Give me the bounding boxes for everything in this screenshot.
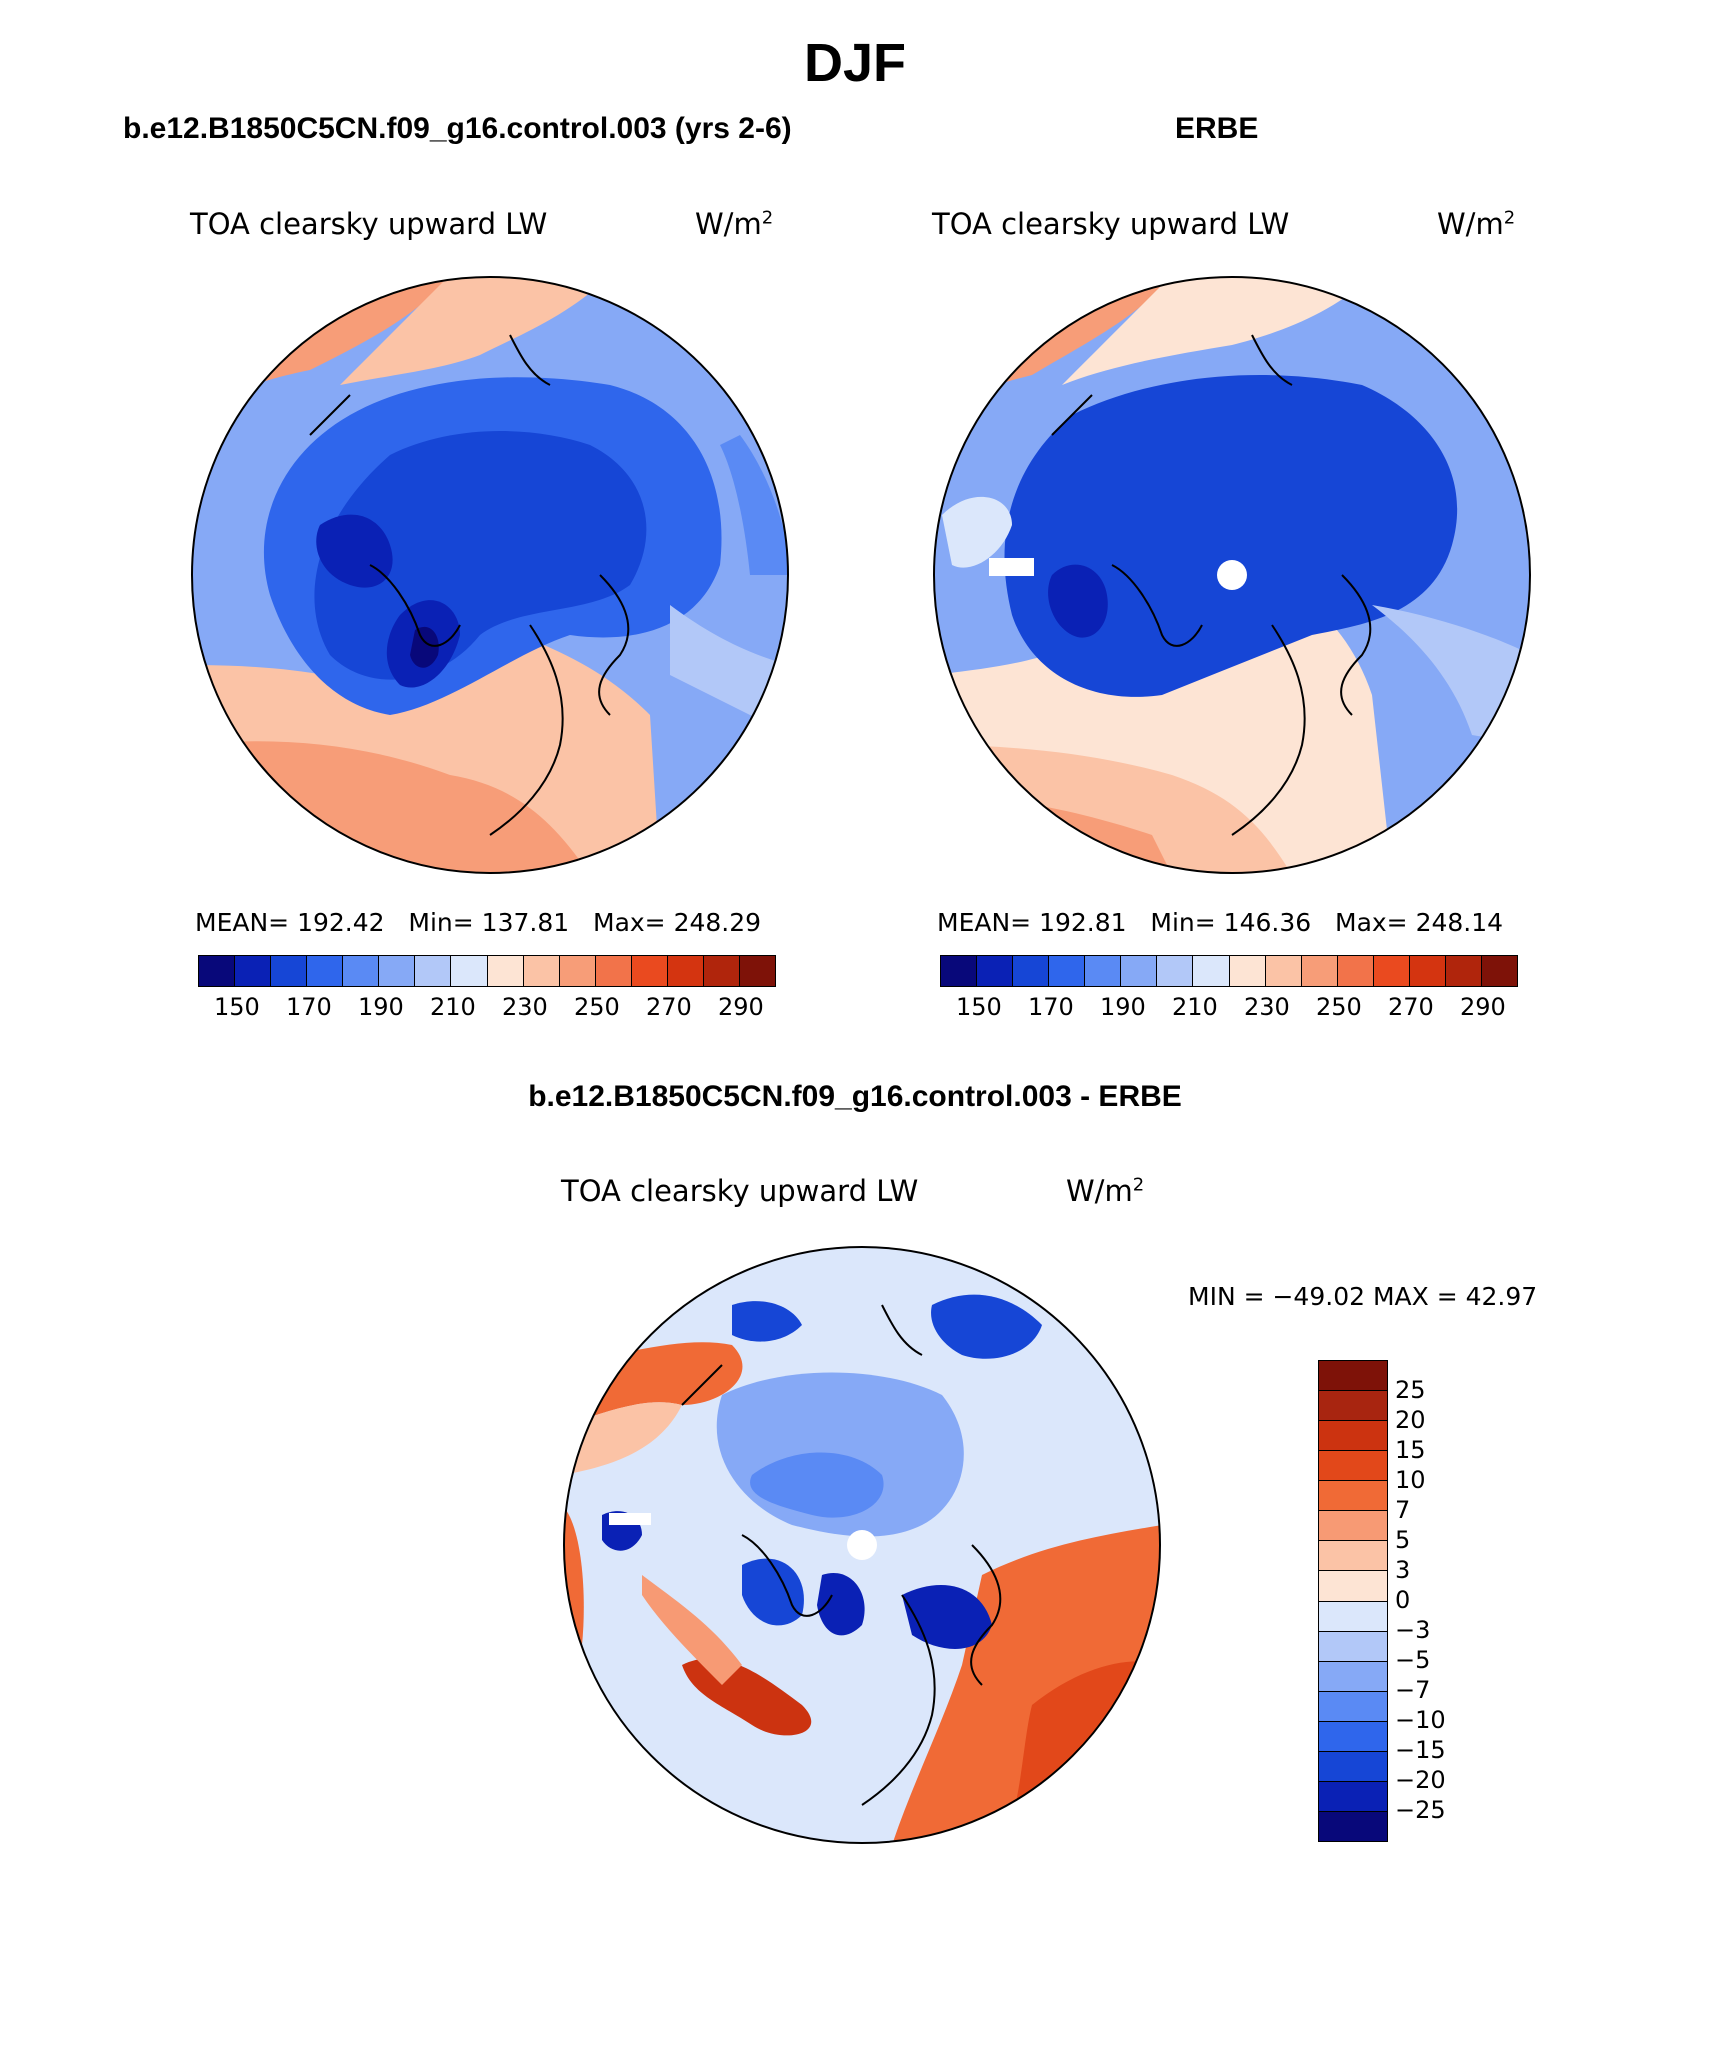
colorbar-swatch (1319, 1631, 1387, 1662)
colorbar-swatch (1265, 956, 1302, 986)
diff-units: W/m2 (1066, 1174, 1145, 1208)
diff-title: b.e12.B1850C5CN.f09_g16.control.003 - ER… (528, 1080, 1182, 1113)
colorbar-tick-label: 25 (1395, 1376, 1426, 1404)
colorbar-swatch (199, 956, 236, 986)
colorbar-swatch (307, 956, 344, 986)
colorbar-swatch (523, 956, 560, 986)
colorbar-swatch (1319, 1811, 1387, 1841)
panel-1-colorbar (198, 955, 776, 987)
colorbar-swatch (1229, 956, 1266, 986)
colorbar-swatch (1319, 1601, 1387, 1632)
colorbar-swatch (1337, 956, 1374, 986)
colorbar-swatch (1157, 956, 1194, 986)
panel-1-polar-map (191, 276, 789, 874)
colorbar-tick-label: 15 (1395, 1436, 1426, 1464)
colorbar-swatch (1319, 1421, 1387, 1452)
colorbar-swatch (1319, 1511, 1387, 1542)
colorbar-tick-label: −15 (1395, 1736, 1446, 1764)
colorbar-tick-label: 150 (214, 993, 260, 1021)
colorbar-swatch (379, 956, 416, 986)
colorbar-tick-label: 290 (718, 993, 764, 1021)
colorbar-tick-label: 0 (1395, 1586, 1411, 1614)
colorbar-tick-label: −7 (1395, 1676, 1431, 1704)
colorbar-swatch (1085, 956, 1122, 986)
colorbar-swatch (703, 956, 740, 986)
colorbar-tick-label: 5 (1395, 1526, 1411, 1554)
colorbar-swatch (1319, 1451, 1387, 1482)
colorbar-tick-label: 270 (646, 993, 692, 1021)
colorbar-swatch (235, 956, 272, 986)
colorbar-tick-label: −20 (1395, 1766, 1446, 1794)
colorbar-tick-label: 230 (1244, 993, 1290, 1021)
colorbar-tick-label: 210 (1172, 993, 1218, 1021)
colorbar-swatch (1319, 1391, 1387, 1422)
diff-colorbar-labels: 25 20 15 10 7 5 3 0 −3 −5 −7 −10 −15 −20 −25 (1395, 1360, 1515, 1840)
colorbar-swatch (1319, 1661, 1387, 1692)
colorbar-swatch (559, 956, 596, 986)
colorbar-swatch (271, 956, 308, 986)
colorbar-swatch (1013, 956, 1050, 986)
colorbar-tick-label: 3 (1395, 1556, 1411, 1584)
panel-1-units: W/m2 (695, 207, 774, 241)
colorbar-tick-label: 170 (286, 993, 332, 1021)
colorbar-tick-label: 250 (574, 993, 620, 1021)
colorbar-tick-label: 290 (1460, 993, 1506, 1021)
colorbar-tick-label: 170 (1028, 993, 1074, 1021)
diff-polar-map (563, 1246, 1161, 1844)
colorbar-swatch (451, 956, 488, 986)
colorbar-swatch (1319, 1721, 1387, 1752)
colorbar-tick-label: 150 (956, 993, 1002, 1021)
colorbar-tick-label: −25 (1395, 1796, 1446, 1824)
colorbar-swatch (1319, 1751, 1387, 1782)
colorbar-swatch (1409, 956, 1446, 986)
colorbar-swatch (631, 956, 668, 986)
colorbar-swatch (1319, 1481, 1387, 1512)
diff-variable: TOA clearsky upward LW (561, 1174, 919, 1208)
colorbar-tick-label: 190 (358, 993, 404, 1021)
colorbar-swatch (1445, 956, 1482, 986)
colorbar-swatch (487, 956, 524, 986)
panel-1-variable: TOA clearsky upward LW (190, 207, 548, 241)
colorbar-swatch (1319, 1691, 1387, 1722)
panel-2-stats: MEAN= 192.81 Min= 146.36 Max= 248.14 (937, 908, 1504, 937)
colorbar-tick-label: 270 (1388, 993, 1434, 1021)
colorbar-swatch (1121, 956, 1158, 986)
panel-1-stats: MEAN= 192.42 Min= 137.81 Max= 248.29 (195, 908, 762, 937)
colorbar-tick-label: 190 (1100, 993, 1146, 1021)
colorbar-swatch (415, 956, 452, 986)
colorbar-tick-label: 7 (1395, 1496, 1411, 1524)
colorbar-tick-label: 230 (502, 993, 548, 1021)
colorbar-swatch (1193, 956, 1230, 986)
page-title: DJF (803, 33, 906, 93)
colorbar-swatch (977, 956, 1014, 986)
panel-2-variable: TOA clearsky upward LW (932, 207, 1290, 241)
diff-colorbar (1318, 1360, 1388, 1842)
colorbar-tick-label: −3 (1395, 1616, 1431, 1644)
colorbar-swatch (1319, 1571, 1387, 1602)
colorbar-swatch (595, 956, 632, 986)
colorbar-tick-label: 250 (1316, 993, 1362, 1021)
colorbar-swatch (941, 956, 978, 986)
panel-2-colorbar (940, 955, 1518, 987)
colorbar-tick-label: 20 (1395, 1406, 1426, 1434)
colorbar-tick-label: −5 (1395, 1646, 1431, 1674)
colorbar-swatch (1319, 1781, 1387, 1812)
colorbar-swatch (1319, 1541, 1387, 1572)
colorbar-swatch (1481, 956, 1517, 986)
diff-minmax: MIN = −49.02 MAX = 42.97 (1188, 1282, 1538, 1311)
colorbar-tick-label: −10 (1395, 1706, 1446, 1734)
colorbar-swatch (1373, 956, 1410, 986)
panel-2-title: ERBE (1175, 112, 1259, 145)
panel-2-units: W/m2 (1437, 207, 1516, 241)
panel-2-polar-map (933, 276, 1531, 874)
colorbar-swatch (1319, 1361, 1387, 1392)
colorbar-swatch (1049, 956, 1086, 986)
colorbar-swatch (667, 956, 704, 986)
colorbar-swatch (343, 956, 380, 986)
colorbar-swatch (1301, 956, 1338, 986)
colorbar-tick-label: 10 (1395, 1466, 1426, 1494)
colorbar-tick-label: 210 (430, 993, 476, 1021)
colorbar-swatch (739, 956, 775, 986)
panel-1-title: b.e12.B1850C5CN.f09_g16.control.003 (yrs… (123, 112, 792, 145)
